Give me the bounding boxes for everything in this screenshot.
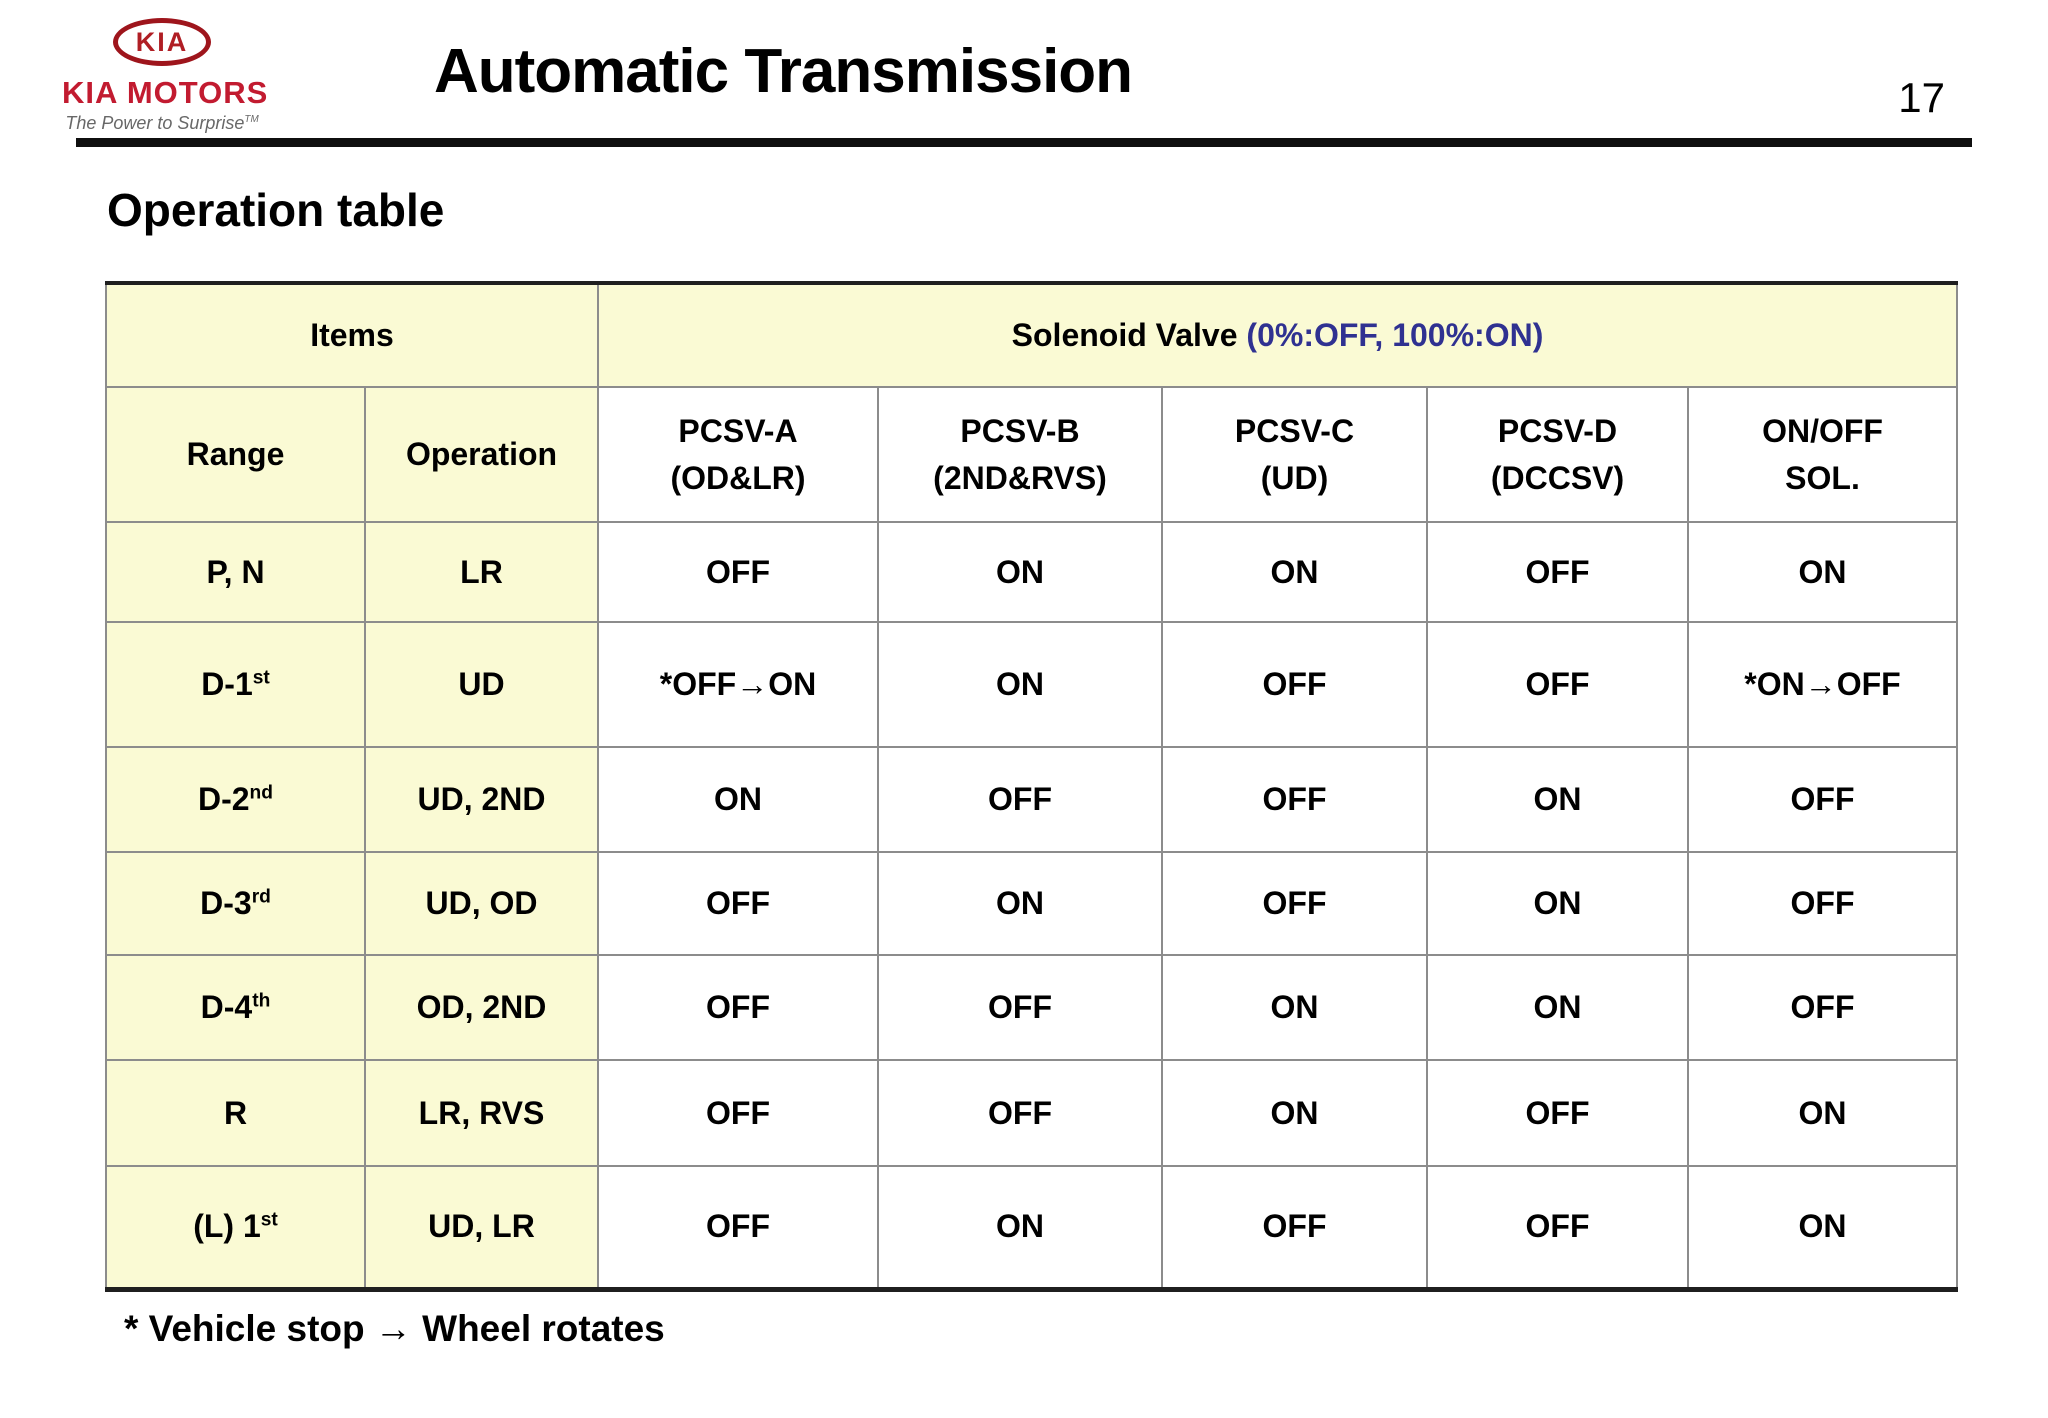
kia-motors-wordmark: KIA MOTORS (62, 75, 269, 110)
valve-state-cell: ON (877, 1165, 1163, 1290)
valve-state-cell: ON (877, 851, 1163, 956)
valve-state-cell: OFF (877, 954, 1163, 1061)
valve-state-cell: OFF (1686, 746, 1959, 853)
operation-cell: UD, OD (364, 851, 599, 956)
page-title: Automatic Transmission (434, 37, 1133, 106)
valve-state-cell: OFF (1686, 851, 1959, 956)
range-cell: D-3rd (105, 851, 366, 956)
table-row: D-1st UD *OFF→ON ON OFF OFF *ON→OFF (105, 621, 1959, 748)
kia-logo-text: KIA (135, 26, 189, 57)
valve-state-cell: ON (1426, 954, 1689, 1061)
valve-state-cell: OFF (877, 746, 1163, 853)
col-header-onoff-sol: ON/OFF SOL. (1686, 386, 1959, 523)
valve-state-cell: OFF (1426, 621, 1689, 748)
valve-state-cell: OFF (1161, 746, 1428, 853)
items-header-cell: Items (105, 282, 599, 388)
range-cell: D-4th (105, 954, 366, 1061)
range-cell: P, N (105, 521, 366, 623)
col-header-range: Range (105, 386, 366, 523)
col-header-pcsv-a: PCSV-A (OD&LR) (597, 386, 879, 523)
range-cell: R (105, 1059, 366, 1167)
valve-state-cell: OFF (597, 851, 879, 956)
solenoid-valve-header-cell: Solenoid Valve (0%:OFF, 100%:ON) (596, 282, 1959, 388)
table-row: D-3rd UD, OD OFF ON OFF ON OFF (105, 851, 1959, 956)
valve-state-cell: *ON→OFF (1686, 621, 1959, 748)
table-row: D-4th OD, 2ND OFF OFF ON ON OFF (105, 954, 1959, 1061)
operation-cell: LR, RVS (364, 1059, 599, 1167)
solenoid-legend: (0%:OFF, 100%:ON) (1246, 317, 1544, 353)
valve-state-cell: ON (1161, 1059, 1428, 1167)
valve-state-cell: OFF (1686, 954, 1959, 1061)
valve-state-cell: ON (1426, 746, 1689, 853)
valve-state-cell: ON (1161, 521, 1428, 623)
section-title: Operation table (107, 184, 445, 236)
footnote: * Vehicle stop → Wheel rotates (124, 1308, 665, 1349)
table-row: D-2nd UD, 2ND ON OFF OFF ON OFF (105, 746, 1959, 853)
valve-state-cell: ON (877, 621, 1163, 748)
operation-cell: UD, 2ND (364, 746, 599, 853)
valve-state-cell: OFF (1426, 521, 1689, 623)
operation-cell: UD, LR (364, 1165, 599, 1290)
valve-state-cell: OFF (1161, 851, 1428, 956)
table-header-row-columns: Range Operation PCSV-A (OD&LR) PCSV-B (2ND… (105, 386, 1959, 523)
valve-state-cell: ON (1686, 1059, 1959, 1167)
operation-cell: LR (364, 521, 599, 623)
col-header-operation: Operation (364, 386, 599, 523)
range-cell: D-2nd (105, 746, 366, 853)
table-row: P, N LR OFF ON ON OFF ON (105, 521, 1959, 623)
header-divider (76, 138, 1972, 147)
table-row: R LR, RVS OFF OFF ON OFF ON (105, 1059, 1959, 1167)
valve-state-cell: OFF (597, 1165, 879, 1290)
operation-cell: UD (364, 621, 599, 748)
valve-state-cell: OFF (877, 1059, 1163, 1167)
operation-cell: OD, 2ND (364, 954, 599, 1061)
col-header-pcsv-b: PCSV-B (2ND&RVS) (877, 386, 1163, 523)
valve-state-cell: ON (877, 521, 1163, 623)
col-header-pcsv-d: PCSV-D (DCCSV) (1426, 386, 1689, 523)
valve-state-cell: OFF (597, 521, 879, 623)
valve-state-cell: OFF (597, 954, 879, 1061)
valve-state-cell: ON (1161, 954, 1428, 1061)
valve-state-cell: *OFF→ON (597, 621, 879, 748)
col-header-pcsv-c: PCSV-C (UD) (1161, 386, 1428, 523)
valve-state-cell: OFF (597, 1059, 879, 1167)
table-header-row-groups: Items Solenoid Valve (0%:OFF, 100%:ON) (105, 282, 1959, 388)
kia-logo-icon: KIA (113, 18, 211, 66)
operation-table: Items Solenoid Valve (0%:OFF, 100%:ON) R… (105, 281, 1959, 1292)
range-cell: D-1st (105, 621, 366, 748)
valve-state-cell: ON (1686, 521, 1959, 623)
valve-state-cell: OFF (1161, 621, 1428, 748)
trademark-symbol: TM (244, 114, 259, 125)
valve-state-cell: ON (597, 746, 879, 853)
page-number: 17 (1898, 74, 1945, 121)
valve-state-cell: OFF (1426, 1059, 1689, 1167)
table-row: (L) 1st UD, LR OFF ON OFF OFF ON (105, 1165, 1959, 1290)
valve-state-cell: OFF (1426, 1165, 1689, 1290)
range-cell: (L) 1st (105, 1165, 366, 1290)
kia-logo: KIA KIA MOTORS The Power to SurpriseTM (62, 18, 269, 134)
valve-state-cell: OFF (1161, 1165, 1428, 1290)
valve-state-cell: ON (1686, 1165, 1959, 1290)
valve-state-cell: ON (1426, 851, 1689, 956)
kia-tagline: The Power to SurpriseTM (65, 113, 259, 133)
